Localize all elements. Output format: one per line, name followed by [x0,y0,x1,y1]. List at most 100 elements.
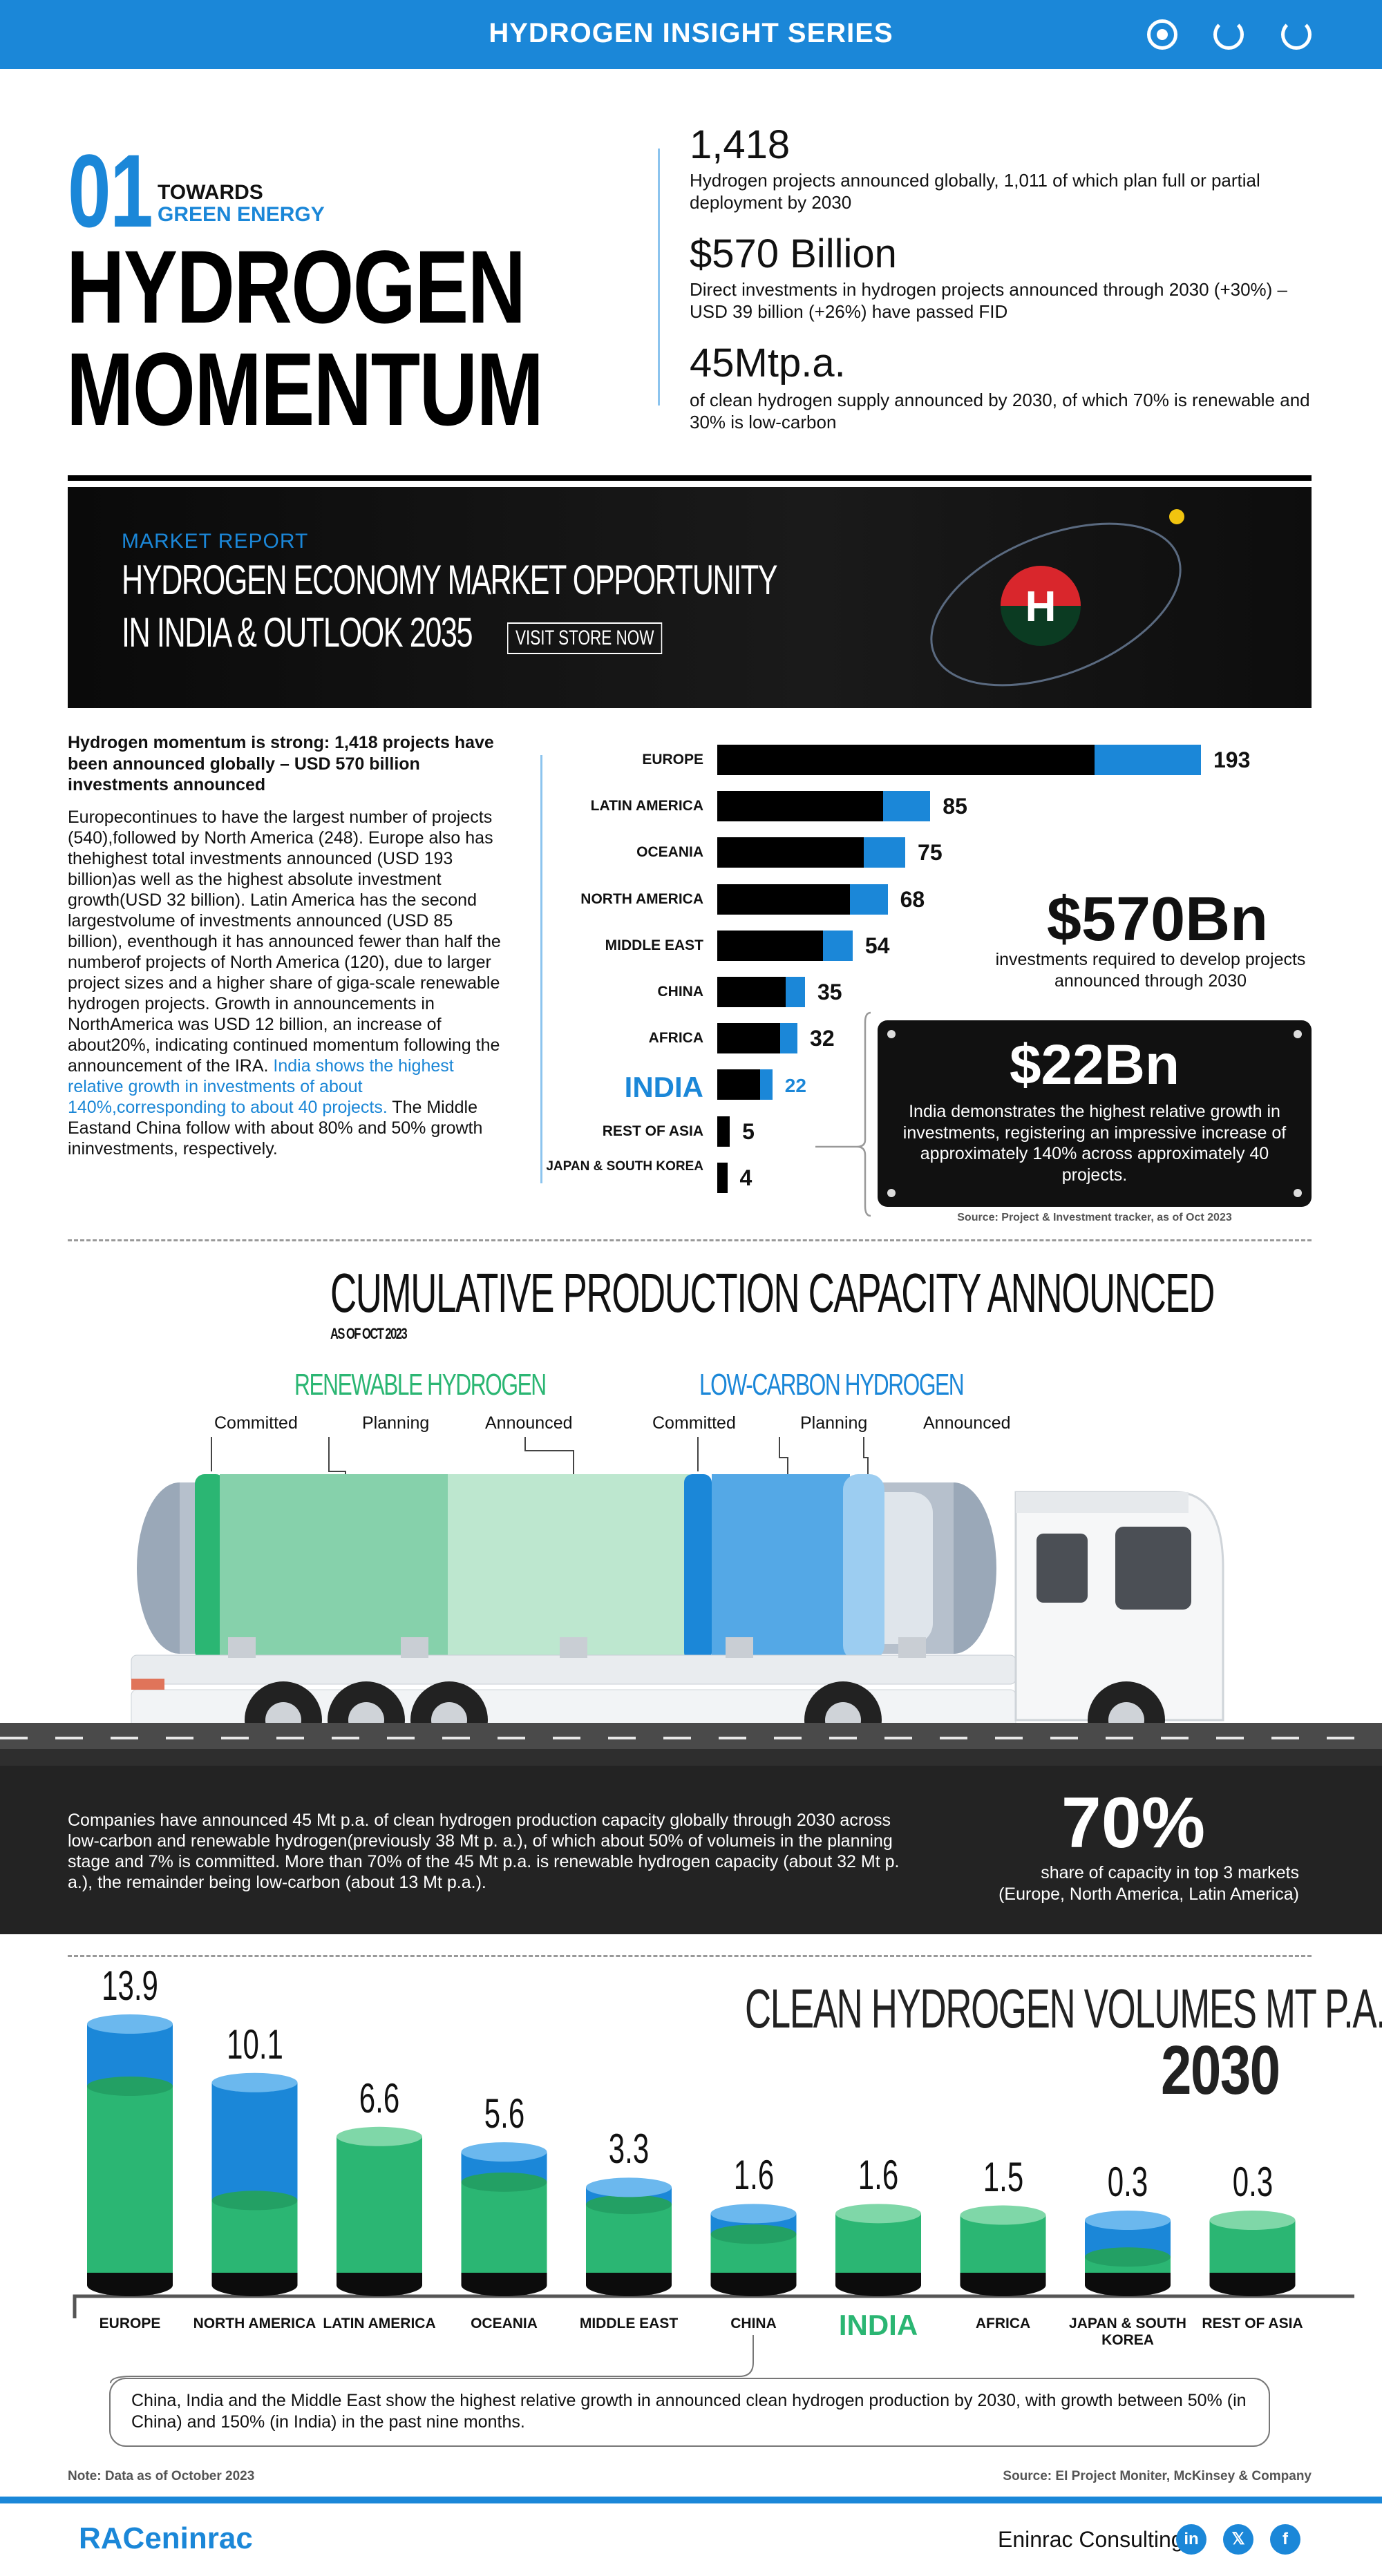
eninrac-logo[interactable]: RACeninrac [79,2521,253,2555]
target-icon[interactable] [1147,19,1177,50]
bar-segment-base [717,1069,761,1100]
bar-segment-base [717,1023,780,1054]
cylinder-bar [1085,2211,1171,2296]
bar-segment-base [717,977,786,1007]
bar-segment-base [717,1162,728,1193]
rivet [1294,1189,1302,1197]
momentum-heading: Hydrogen momentum is strong: 1,418 proje… [68,733,494,794]
banner-headline-line2: IN INDIA & OUTLOOK 2035 [122,609,473,656]
refresh-icon[interactable] [1213,19,1244,50]
bar-segment-growth [1095,745,1201,775]
bar-value: 75 [918,840,943,866]
volume-label: AFRICA [975,2316,1031,2331]
bar-value: 193 [1213,747,1251,772]
section-number: 01 [68,133,153,249]
volume-label: EUROPE [99,2316,161,2331]
india-investment-desc: India demonstrates the highest relative … [902,1102,1287,1185]
volume-value: 13.9 [102,1963,158,2009]
bar-segment-growth [760,1069,773,1100]
cylinder-bar [960,2205,1046,2296]
volume-label: REST OF ASIA [1202,2316,1303,2331]
market-report-banner[interactable]: MARKET REPORT HYDROGEN ECONOMY MARKET OP… [68,487,1312,708]
bar-label: CHINA [657,984,704,1000]
bar-segment-growth [850,884,888,915]
capacity-share-value: 70% [1061,1783,1206,1863]
investment-total-value: $570Bn [1046,885,1269,954]
hydrogen-atom-icon: H [930,509,1184,687]
footer-rule [0,2497,1382,2503]
cylinder-bar [586,2177,672,2296]
rivet [1294,1030,1302,1038]
facebook-icon[interactable]: f [1270,2524,1300,2555]
share-desc-line2: (Europe, North America, Latin America) [998,1884,1299,1904]
volumes-year: 2030 [1161,2032,1280,2109]
bar-label: LATIN AMERICA [590,798,703,814]
volume-label: CHINA [730,2316,777,2331]
header-bar: HYDROGEN INSIGHT SERIES [0,0,1382,69]
volume-value: 1.5 [983,2153,1023,2200]
note-connector [110,2335,754,2383]
volumes-note-box [109,2378,1270,2447]
atom-letter: H [1025,583,1057,631]
india-investment-card [878,1020,1312,1207]
volume-label: LATIN AMERICA [323,2316,436,2331]
brand-name: Eninrac Consulting [998,2527,1184,2552]
cylinder-bar [461,2142,547,2296]
body-text: The Middle Eastand China follow with abo… [68,1098,483,1158]
bar-segment-growth [822,930,853,961]
volume-value: 5.6 [484,2090,524,2137]
banner-headline-line1: HYDROGEN ECONOMY MARKET OPPORTUNITY [122,557,778,603]
bar-segment-base [717,745,1095,775]
page-title-line2: MOMENTUM [66,331,544,447]
volume-label: NORTH AMERICA [193,2316,316,2331]
capacity-summary-text: Companies have announced 45 Mt p.a. of c… [68,1811,900,1892]
capacity-title: CUMULATIVE PRODUCTION CAPACITY ANNOUNCED [330,1262,1215,1324]
momentum-body: Europecontinues to have the largest numb… [68,807,510,1159]
bar-segment-growth [779,1023,798,1054]
bar-value: 22 [784,1075,806,1097]
cylinder-bar [211,2072,298,2296]
volumes-title: CLEAN HYDROGEN VOLUMES MT P.A. [745,1978,1382,2039]
bar-label: AFRICA [648,1030,703,1047]
bar-segment-base [717,791,884,822]
chart-baseline [73,2294,1354,2318]
capacity-summary-band [0,1766,1382,1934]
bar-value: 54 [864,933,890,958]
x-twitter-icon[interactable]: 𝕏 [1223,2524,1253,2555]
volumes-note-text: China, India and the Middle East show th… [131,2391,1247,2432]
stat-description: of clean hydrogen supply announced by 20… [690,390,1310,432]
bar-label: EUROPE [642,752,703,767]
volume-label: INDIA [838,2309,918,2341]
bar-label: MIDDLE EAST [605,937,703,953]
stat-description: Direct investments in hydrogen projects … [690,279,1288,322]
page-title-line1: HYDROGEN [66,229,526,345]
volume-value: 0.3 [1107,2159,1148,2205]
body-text: Europecontinues to have the largest numb… [68,808,501,1076]
share-desc-line1: share of capacity in top 3 markets [1041,1863,1299,1882]
divider [540,755,542,1183]
series-title: HYDROGEN INSIGHT SERIES [489,18,893,48]
kicker-towards: TOWARDS [158,181,263,204]
visit-store-button[interactable]: VISIT STORE NOW [507,622,663,654]
investment-total-desc: investments required to develop projects… [995,950,1306,991]
refresh-icon[interactable] [1281,19,1312,50]
linkedin-icon[interactable]: in [1176,2524,1206,2555]
bar-value: 68 [900,886,925,912]
bar-segment-growth [864,837,906,868]
volume-label: MIDDLE EAST [579,2316,679,2331]
rivet [887,1030,896,1038]
cylinder-bar [835,2204,921,2296]
stat-value: 45Mtp.a. [690,341,846,385]
india-callout-bracket [815,1011,871,1217]
data-note: Note: Data as of October 2023 [68,2469,255,2483]
bar-segment-base [717,930,823,961]
bar-segment-base [717,1116,730,1147]
volume-label: OCEANIA [471,2316,538,2331]
bar-value: 4 [739,1165,752,1190]
lowcarbon-hydrogen-label: LOW-CARBON HYDROGEN [699,1368,965,1402]
cylinder-bar [710,2204,797,2296]
bar-segment-growth [786,977,805,1007]
india-highlight-text: India shows the highest relative growth … [68,1056,454,1117]
capacity-share-desc: share of capacity in top 3 markets (Europ… [926,1862,1341,1905]
